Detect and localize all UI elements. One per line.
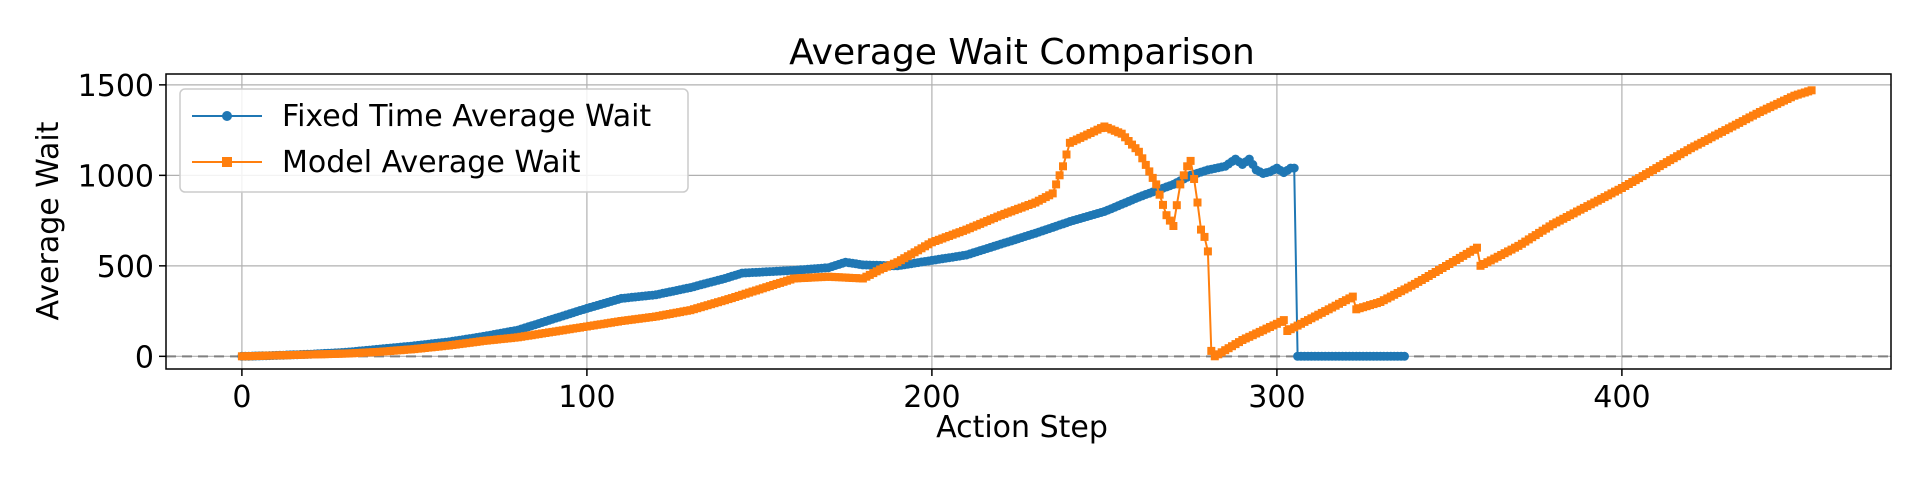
data-point [1348, 292, 1357, 301]
x-tick-label: 400 [1593, 380, 1650, 415]
data-point [1169, 222, 1178, 230]
data-point [1141, 160, 1150, 169]
data-point [1138, 154, 1147, 163]
y-axis-label: Average Wait [31, 121, 66, 320]
data-point [1155, 190, 1164, 199]
data-point [1197, 225, 1205, 234]
data-point [1152, 180, 1161, 189]
legend-marker-model [222, 157, 232, 167]
data-point [1055, 171, 1064, 180]
plot-area [165, 73, 1892, 370]
data-point [1159, 200, 1167, 209]
data-point [1176, 180, 1185, 189]
data-point [1165, 216, 1174, 225]
ticks: 0 100 200 300 400 0 500 1000 1500 [78, 69, 1651, 415]
data-point [1200, 232, 1209, 241]
legend-marker-fixed [222, 111, 232, 121]
x-tick-label: 200 [903, 380, 960, 415]
data-point [1183, 162, 1192, 171]
data-point [1059, 162, 1067, 171]
data-point [1807, 86, 1816, 95]
y-tick-label: 0 [135, 340, 154, 375]
data-point [1186, 156, 1195, 165]
legend-box [179, 88, 689, 193]
x-tick-label: 300 [1248, 380, 1305, 415]
data-point [1207, 346, 1216, 355]
data-point [1048, 189, 1057, 198]
series-model [237, 86, 1816, 361]
data-point [1148, 173, 1157, 182]
series-layer [237, 86, 1816, 361]
data-point [1190, 175, 1199, 183]
chart-title: Average Wait Comparison [789, 32, 1255, 73]
legend-label-fixed: Fixed Time Average Wait [282, 99, 651, 134]
data-point [1062, 150, 1071, 159]
data-point [1134, 147, 1143, 156]
data-point [1473, 243, 1481, 252]
data-point [1203, 247, 1212, 256]
data-point [1179, 171, 1188, 180]
data-point [1400, 351, 1409, 361]
legend-label-model: Model Average Wait [282, 145, 581, 180]
y-tick-label: 1000 [78, 159, 154, 194]
x-tick-label: 100 [558, 380, 615, 415]
grid [166, 74, 1891, 369]
data-point [1193, 198, 1202, 207]
y-tick-label: 500 [97, 250, 154, 285]
data-point [1145, 167, 1154, 176]
data-point [1279, 316, 1288, 325]
data-point [1172, 201, 1181, 210]
data-point [1289, 163, 1299, 173]
y-tick-label: 1500 [78, 69, 154, 104]
legend: Fixed Time Average Wait Model Average Wa… [179, 88, 689, 193]
data-point [1162, 211, 1171, 220]
data-point [1052, 180, 1061, 189]
x-tick-label: 0 [232, 380, 251, 415]
x-axis-label: Action Step [936, 410, 1108, 445]
